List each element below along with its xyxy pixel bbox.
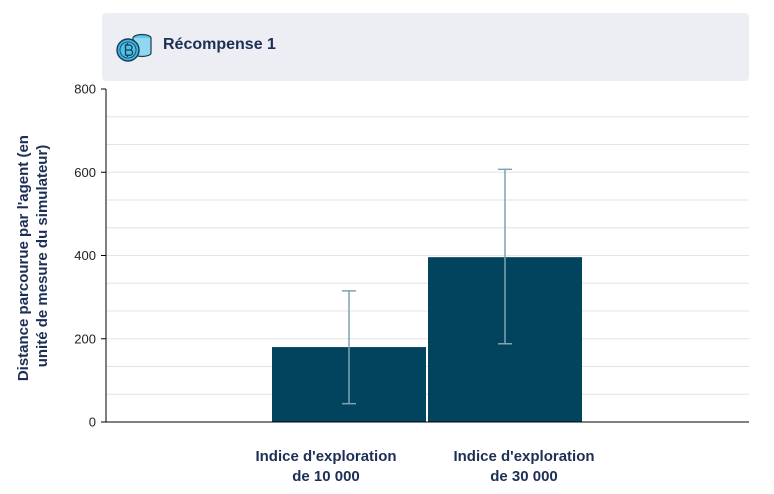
x-category-label-1: Indice d'exploration de 10 000: [255, 448, 396, 485]
x-category-label-line: de 30 000: [490, 468, 558, 485]
chart-header: Récompense 1: [102, 13, 749, 81]
grid-lines: [106, 116, 749, 395]
x-category-label-line: de 10 000: [292, 468, 360, 485]
x-category-label-2: Indice d'exploration de 30 000: [453, 448, 594, 485]
y-axis-label: Distance parcourue par l'agent (en unité…: [15, 131, 51, 381]
bars: [272, 257, 582, 422]
y-axis-label-line-2: unité de mesure du simulateur): [34, 145, 51, 368]
error-bars: [342, 168, 512, 405]
y-tick-label: 800: [74, 82, 96, 97]
chart-title: Récompense 1: [163, 36, 276, 53]
x-category-label-line: Indice d'exploration: [453, 448, 594, 465]
axes: [101, 88, 749, 423]
y-tick-label: 200: [74, 331, 96, 346]
y-axis-label-line-1: Distance parcourue par l'agent (en: [15, 135, 32, 381]
x-category-label-line: Indice d'exploration: [255, 448, 396, 465]
y-tick-label: 600: [74, 165, 96, 180]
y-tick-labels: 0 200 400 600 800: [74, 82, 96, 430]
y-tick-label: 400: [74, 248, 96, 263]
bitcoin-coin-stack-icon: [116, 33, 152, 62]
y-tick-label: 0: [89, 415, 96, 430]
